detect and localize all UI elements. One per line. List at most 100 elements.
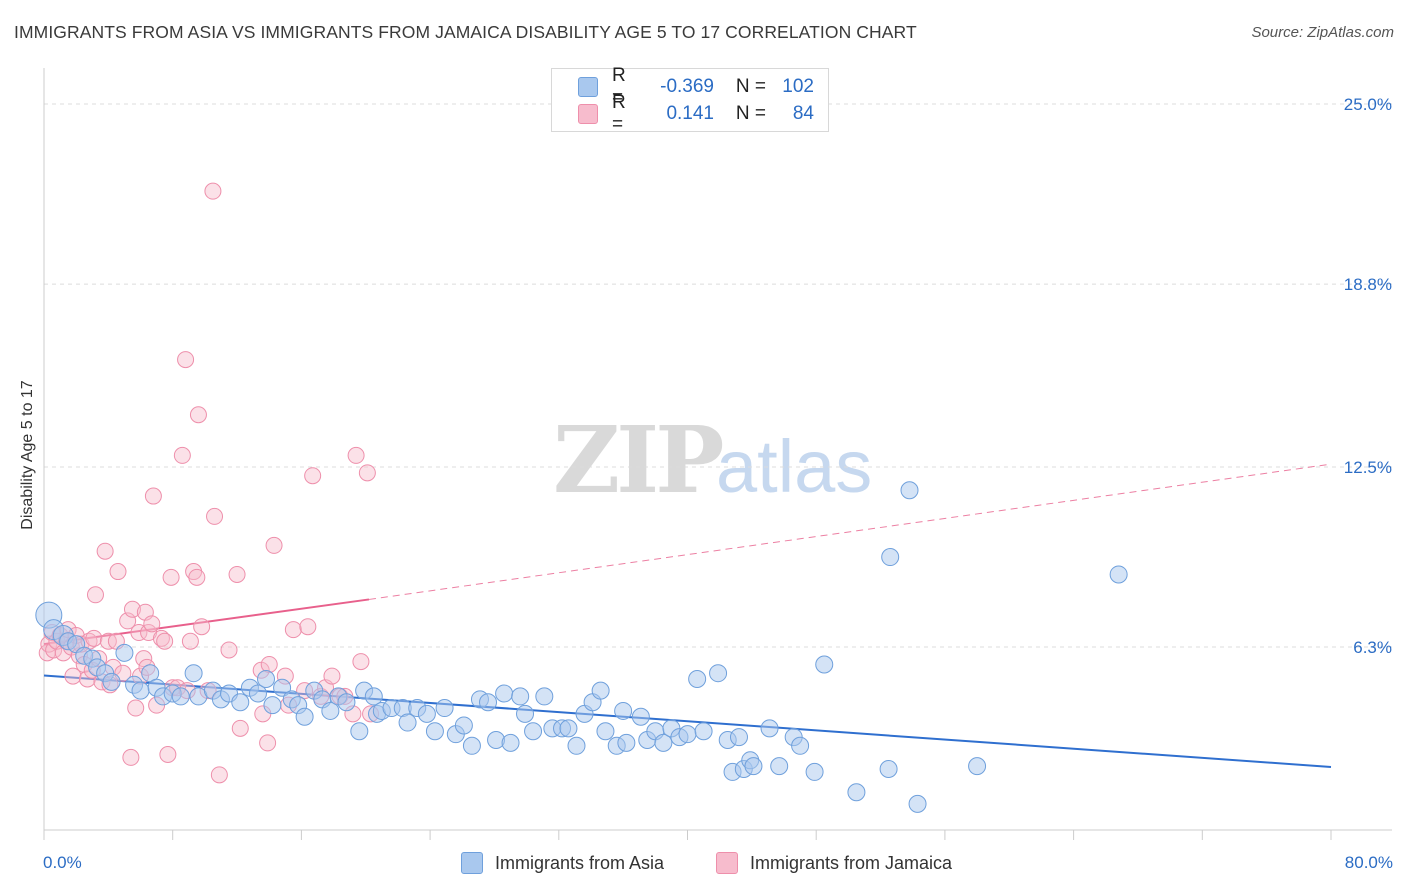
asia-point <box>257 670 276 688</box>
asia-point <box>184 664 203 683</box>
asia-point <box>1109 565 1128 584</box>
jamaica-point <box>299 618 317 636</box>
legend-swatch-jamaica <box>716 852 738 874</box>
jamaica-point <box>135 650 153 668</box>
jamaica-point <box>152 629 170 647</box>
asia-point <box>805 762 824 781</box>
jamaica-point <box>78 670 96 688</box>
jamaica-trend-line <box>43 598 370 646</box>
asia-point <box>364 687 383 706</box>
asia-point <box>487 730 506 749</box>
asia-point <box>678 725 697 744</box>
asia-point <box>760 719 779 738</box>
x-tick-label-min: 0.0% <box>43 853 82 872</box>
jamaica-point <box>86 586 104 604</box>
jamaica-point <box>130 624 148 642</box>
jamaica-point <box>96 542 114 560</box>
jamaica-point <box>231 719 249 737</box>
asia-point <box>248 684 267 703</box>
asia-point <box>791 736 810 755</box>
asia-point <box>770 757 789 776</box>
jamaica-point <box>159 746 177 763</box>
jamaica-point <box>352 653 370 671</box>
asia-point <box>425 722 444 741</box>
asia-point <box>231 693 250 712</box>
asia-point <box>171 687 190 706</box>
asia-point <box>591 681 610 700</box>
asia-point <box>654 733 673 752</box>
asia-point <box>454 716 473 735</box>
asia-point <box>295 707 314 726</box>
asia-point <box>535 687 554 706</box>
asia-n-label: N = <box>735 76 766 97</box>
legend-label-jamaica: Immigrants from Jamaica <box>750 852 953 873</box>
jamaica-point <box>173 446 191 464</box>
source-credit: Source: ZipAtlas.com <box>1251 24 1394 41</box>
asia-point <box>688 670 707 688</box>
asia-n-value: 102 <box>782 76 814 97</box>
asia-point <box>709 664 728 683</box>
jamaica-point <box>127 699 145 717</box>
jamaica-point <box>64 667 82 685</box>
jamaica-trend-line-extrapolated <box>368 463 1332 600</box>
jamaica-point <box>122 748 140 766</box>
asia-point <box>417 704 436 723</box>
jamaica-point <box>156 632 174 650</box>
jamaica-point <box>109 563 127 581</box>
jamaica-point <box>358 464 376 482</box>
legend-swatch-asia <box>461 852 483 874</box>
y-tick-label: 25.0% <box>1344 95 1392 114</box>
asia-point <box>694 722 713 741</box>
asia-point <box>881 548 900 567</box>
asia-point <box>321 701 340 720</box>
stats-legend: R = -0.369 N = 102 R = 0.141 N = 84 <box>551 65 829 135</box>
legend-label-asia: Immigrants from Asia <box>495 852 665 873</box>
asia-point <box>900 481 919 500</box>
jamaica-n-label: N = <box>735 103 766 124</box>
series-asia-points <box>35 481 1128 813</box>
jamaica-point <box>85 629 103 647</box>
jamaica-point <box>177 351 195 369</box>
asia-point <box>479 693 498 712</box>
asia-point <box>729 728 748 747</box>
jamaica-point <box>181 632 199 650</box>
asia-point <box>559 719 578 738</box>
asia-point <box>263 696 282 715</box>
gridlines <box>44 103 1392 648</box>
chart-title: IMMIGRANTS FROM ASIA VS IMMIGRANTS FROM … <box>14 22 917 42</box>
asia-point <box>847 783 866 802</box>
y-tick-labels: 6.3% 12.5% 18.8% 25.0% <box>1344 95 1392 657</box>
asia-point <box>596 722 615 741</box>
asia-point <box>462 736 481 755</box>
watermark-atlas: atlas <box>716 425 872 508</box>
asia-r-value: -0.369 <box>660 76 714 97</box>
jamaica-point <box>228 565 246 583</box>
jamaica-point <box>259 734 277 752</box>
jamaica-point <box>284 621 302 639</box>
asia-point <box>631 707 650 726</box>
asia-point <box>908 794 927 813</box>
asia-point <box>968 757 987 776</box>
asia-r-label: R = <box>612 65 626 108</box>
asia-point <box>273 678 292 697</box>
asia-point <box>102 672 121 691</box>
asia-point <box>744 757 763 776</box>
legend-item-asia[interactable]: Immigrants from Asia <box>461 852 664 874</box>
asia-point <box>350 722 369 741</box>
asia-point <box>511 687 530 706</box>
jamaica-r-value: 0.141 <box>666 103 714 124</box>
jamaica-point <box>162 568 180 586</box>
jamaica-point <box>144 487 162 505</box>
watermark: ZIP atlas <box>553 406 872 514</box>
asia-point <box>524 722 543 741</box>
legend-item-jamaica[interactable]: Immigrants from Jamaica <box>716 852 952 874</box>
jamaica-r-label: R = <box>612 92 626 135</box>
watermark-zip: ZIP <box>553 406 722 514</box>
asia-point <box>617 733 636 752</box>
legend-row-jamaica: R = 0.141 N = 84 <box>552 92 814 135</box>
asia-point <box>131 681 150 700</box>
jamaica-point <box>260 655 278 673</box>
asia-point <box>614 701 633 720</box>
jamaica-point <box>189 406 207 424</box>
asia-point <box>501 733 520 752</box>
